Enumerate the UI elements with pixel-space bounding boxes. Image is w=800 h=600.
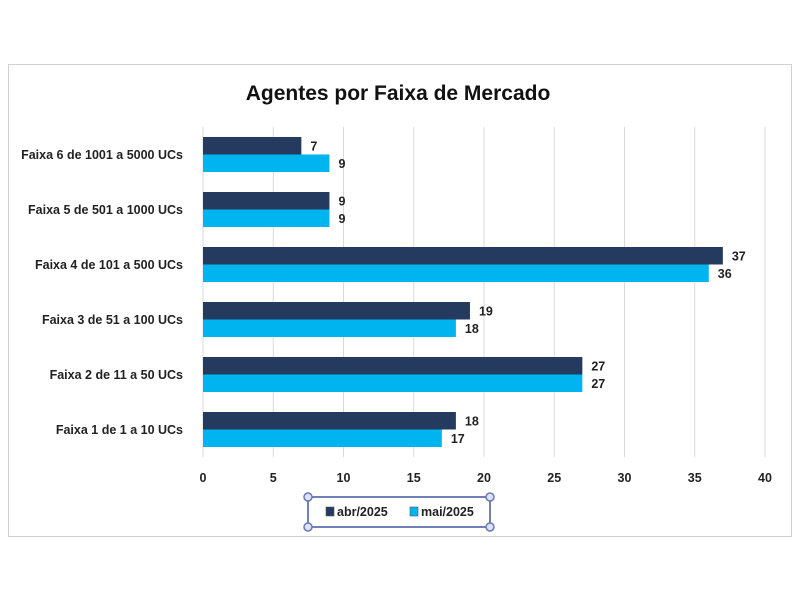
- data-label: 9: [338, 212, 345, 226]
- data-label: 27: [591, 359, 605, 373]
- bar-abr-2025[interactable]: [203, 137, 302, 155]
- bar-abr-2025[interactable]: [203, 247, 723, 265]
- x-tick-label: 10: [337, 471, 351, 485]
- category-label: Faixa 3 de 51 a 100 UCs: [42, 313, 183, 327]
- data-label: 18: [465, 322, 479, 336]
- bar-mai-2025[interactable]: [203, 429, 442, 448]
- x-tick-label: 40: [758, 471, 772, 485]
- bar-mai-2025[interactable]: [203, 264, 709, 283]
- x-tick-label: 5: [270, 471, 277, 485]
- resize-handle[interactable]: [485, 522, 495, 532]
- bar-abr-2025[interactable]: [203, 302, 470, 320]
- resize-handle[interactable]: [303, 522, 313, 532]
- legend-label-abr: abr/2025: [337, 505, 388, 519]
- category-label: Faixa 6 de 1001 a 5000 UCs: [21, 148, 183, 162]
- legend[interactable]: abr/2025 mai/2025: [303, 492, 495, 532]
- x-tick-label: 0: [200, 471, 207, 485]
- bar-mai-2025[interactable]: [203, 209, 330, 228]
- x-tick-label: 30: [618, 471, 632, 485]
- bar-mai-2025[interactable]: [203, 154, 330, 173]
- data-label: 27: [591, 377, 605, 391]
- category-label: Faixa 4 de 101 a 500 UCs: [35, 258, 183, 272]
- bar-abr-2025[interactable]: [203, 412, 456, 430]
- data-label: 37: [732, 249, 746, 263]
- x-tick-label: 35: [688, 471, 702, 485]
- bar-mai-2025[interactable]: [203, 319, 456, 338]
- x-tick-label: 25: [547, 471, 561, 485]
- resize-handle[interactable]: [485, 492, 495, 502]
- legend-swatch-abr: [325, 506, 335, 517]
- bar-abr-2025[interactable]: [203, 357, 583, 375]
- data-label: 36: [718, 267, 732, 281]
- resize-handle[interactable]: [303, 492, 313, 502]
- category-label: Faixa 1 de 1 a 10 UCs: [56, 423, 183, 437]
- legend-label-mai: mai/2025: [421, 505, 474, 519]
- data-label: 7: [310, 139, 317, 153]
- bar-abr-2025[interactable]: [203, 192, 330, 210]
- category-label: Faixa 5 de 501 a 1000 UCs: [28, 203, 183, 217]
- chart-frame: [8, 64, 792, 537]
- x-tick-label: 20: [477, 471, 491, 485]
- data-label: 17: [451, 432, 465, 446]
- data-label: 19: [479, 304, 493, 318]
- data-label: 9: [338, 157, 345, 171]
- legend-box[interactable]: [307, 496, 491, 528]
- data-label: 9: [338, 194, 345, 208]
- chart-title: Agentes por Faixa de Mercado: [246, 82, 551, 105]
- legend-swatch-mai: [409, 506, 419, 517]
- category-label: Faixa 2 de 11 a 50 UCs: [50, 368, 183, 382]
- data-label: 18: [465, 414, 479, 428]
- x-tick-label: 15: [407, 471, 421, 485]
- bar-mai-2025[interactable]: [203, 374, 583, 393]
